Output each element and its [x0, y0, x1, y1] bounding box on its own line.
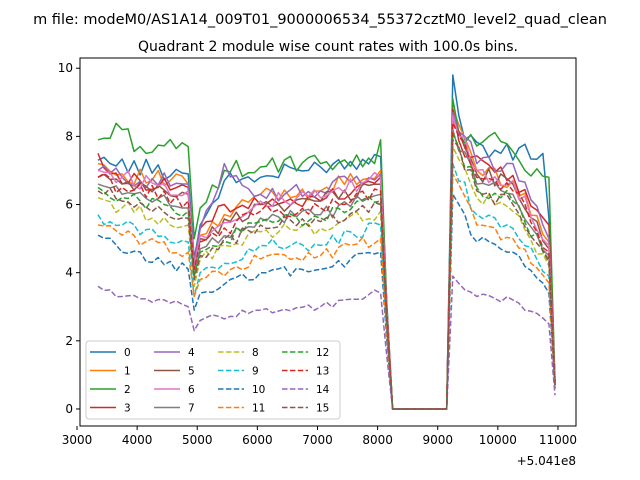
x-axis: 3000 4000 5000 6000 7000 8000 9000 10000 11000 — [62, 426, 577, 447]
x-tick-label: 7000 — [302, 433, 333, 447]
series-line-4 — [97, 111, 556, 410]
series-line-11 — [97, 173, 556, 410]
series-line-8 — [97, 145, 556, 410]
x-tick-label: 6000 — [242, 433, 273, 447]
series-line-2 — [97, 98, 556, 410]
legend-label: 4 — [188, 347, 195, 359]
chart-title: Quadrant 2 module wise count rates with … — [138, 39, 518, 55]
series-line-6 — [97, 115, 556, 410]
series-line-0 — [97, 74, 556, 410]
y-axis: 0 2 4 6 8 10 — [58, 61, 80, 416]
series-line-3 — [97, 108, 556, 410]
legend-label: 0 — [124, 347, 131, 359]
legend-label: 5 — [188, 366, 195, 378]
legend-label: 15 — [316, 403, 329, 415]
legend-label: 2 — [124, 384, 131, 396]
legend-label: 1 — [124, 366, 131, 378]
y-tick-label: 8 — [65, 129, 73, 143]
legend-label: 8 — [252, 347, 259, 359]
y-tick-label: 4 — [65, 266, 73, 280]
legend-label: 13 — [316, 366, 329, 378]
x-tick-label: 8000 — [362, 433, 393, 447]
series-line-10 — [97, 193, 556, 410]
legend-box — [85, 340, 341, 420]
legend-label: 3 — [124, 403, 131, 415]
legend-label: 12 — [316, 347, 329, 359]
figure-suptitle: m file: modeM0/AS1A14_009T01_9000006534_… — [33, 12, 607, 28]
series-line-15 — [97, 139, 556, 410]
y-tick-label: 0 — [65, 402, 73, 416]
series-line-5 — [97, 118, 556, 410]
series-line-14 — [97, 275, 556, 410]
legend-label: 14 — [316, 384, 330, 396]
legend-label: 6 — [188, 384, 195, 396]
series-line-7 — [97, 128, 556, 410]
x-tick-label: 10000 — [479, 433, 517, 447]
y-tick-label: 10 — [58, 61, 73, 75]
x-tick-label: 9000 — [422, 433, 453, 447]
y-tick-label: 2 — [65, 334, 73, 348]
x-axis-offset-label: +5.041e8 — [517, 454, 576, 468]
x-tick-label: 11000 — [539, 433, 577, 447]
series-line-1 — [97, 108, 556, 410]
x-tick-label: 5000 — [182, 433, 213, 447]
x-tick-label: 4000 — [122, 433, 153, 447]
series-line-9 — [97, 162, 556, 410]
y-tick-label: 6 — [65, 198, 73, 212]
legend-label: 9 — [252, 366, 259, 378]
legend-label: 11 — [252, 403, 265, 415]
legend-label: 7 — [188, 403, 195, 415]
legend-label: 10 — [252, 384, 265, 396]
x-tick-label: 3000 — [62, 433, 93, 447]
axes-border — [79, 57, 577, 427]
series-layer — [97, 74, 556, 410]
